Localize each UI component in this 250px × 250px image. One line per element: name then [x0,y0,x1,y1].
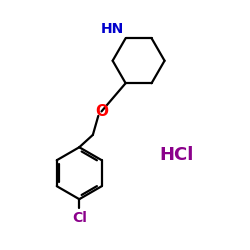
Text: Cl: Cl [72,211,87,225]
Text: HN: HN [101,22,124,36]
Text: HCl: HCl [160,146,194,164]
Text: O: O [95,104,108,119]
